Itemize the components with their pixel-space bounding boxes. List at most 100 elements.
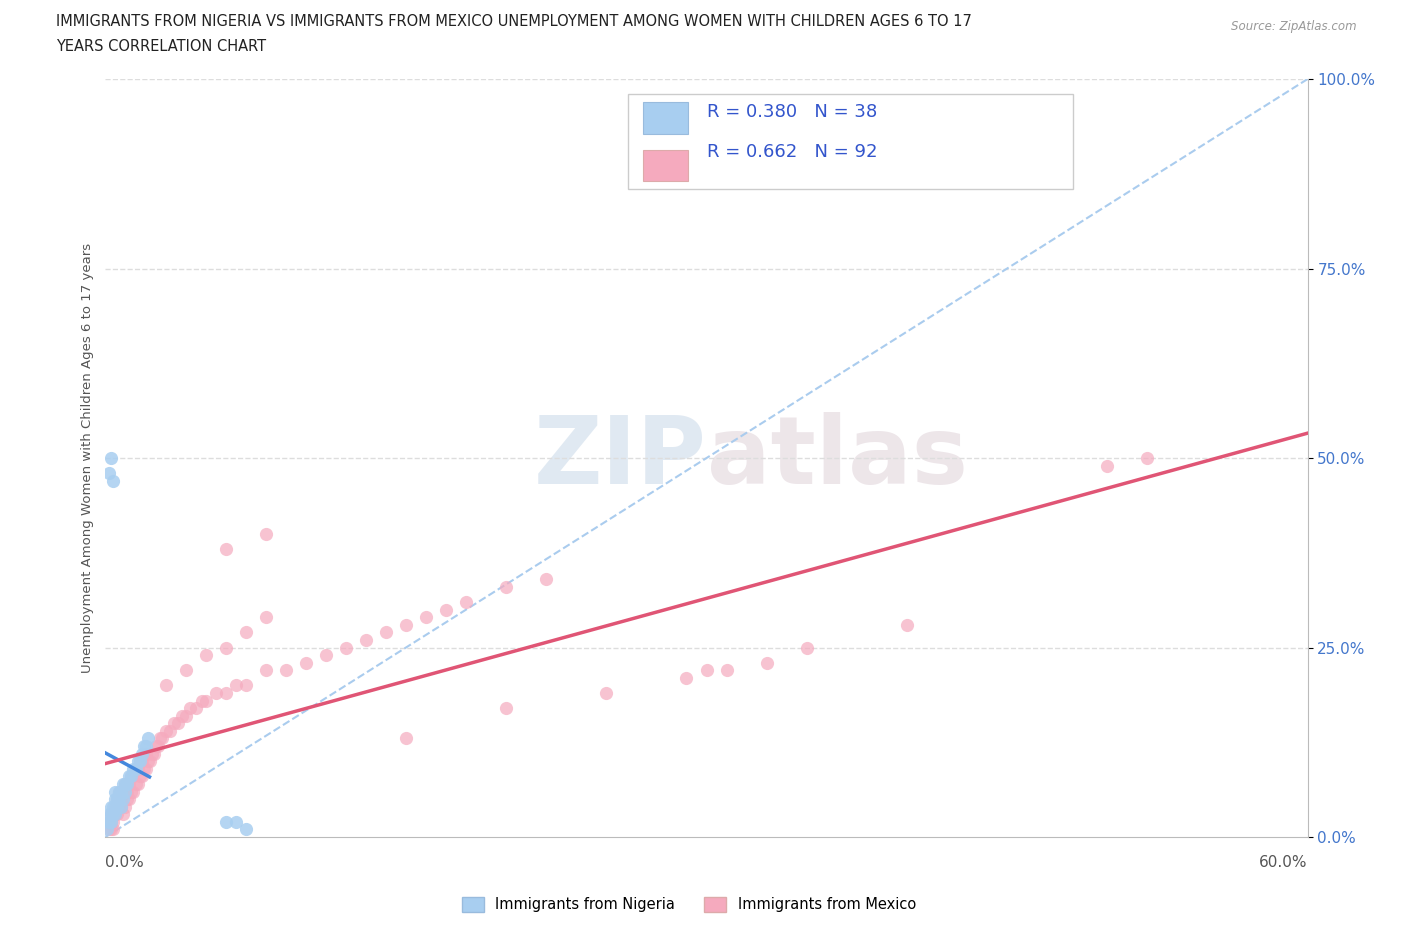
Point bbox=[138, 753, 160, 768]
Point bbox=[595, 685, 617, 700]
Point bbox=[155, 724, 177, 738]
Point bbox=[142, 746, 165, 761]
Point bbox=[755, 656, 778, 671]
Point bbox=[110, 799, 132, 814]
Point bbox=[98, 807, 121, 822]
Point bbox=[896, 618, 918, 632]
Point bbox=[135, 762, 157, 777]
Point bbox=[104, 799, 127, 814]
Point bbox=[122, 784, 145, 799]
Point bbox=[235, 678, 257, 693]
Point bbox=[235, 822, 257, 837]
Point bbox=[110, 784, 132, 799]
Legend: Immigrants from Nigeria, Immigrants from Mexico: Immigrants from Nigeria, Immigrants from… bbox=[456, 891, 922, 918]
Point bbox=[128, 753, 150, 768]
Text: atlas: atlas bbox=[707, 412, 967, 504]
Point bbox=[184, 700, 207, 715]
Point bbox=[135, 746, 157, 761]
Point bbox=[274, 663, 297, 678]
Point bbox=[118, 791, 141, 806]
Point bbox=[131, 746, 153, 761]
Point bbox=[335, 640, 357, 655]
Point bbox=[121, 769, 143, 784]
Point bbox=[104, 784, 127, 799]
Point bbox=[121, 784, 143, 799]
Point bbox=[100, 815, 122, 830]
Point bbox=[1097, 458, 1119, 473]
Point bbox=[135, 738, 157, 753]
Point bbox=[103, 815, 125, 830]
Point bbox=[107, 791, 129, 806]
Point bbox=[96, 822, 118, 837]
Point bbox=[98, 815, 121, 830]
Point bbox=[395, 731, 418, 746]
Point bbox=[131, 769, 153, 784]
Point bbox=[108, 784, 131, 799]
Point bbox=[108, 784, 131, 799]
Point bbox=[204, 685, 226, 700]
Point bbox=[121, 769, 143, 784]
Text: Source: ZipAtlas.com: Source: ZipAtlas.com bbox=[1232, 20, 1357, 33]
Point bbox=[114, 799, 136, 814]
Point bbox=[495, 700, 517, 715]
Point bbox=[107, 791, 129, 806]
Point bbox=[128, 769, 150, 784]
Point bbox=[315, 647, 337, 662]
Point bbox=[118, 777, 141, 791]
Point bbox=[127, 753, 149, 768]
Point bbox=[675, 671, 697, 685]
Text: YEARS CORRELATION CHART: YEARS CORRELATION CHART bbox=[56, 39, 266, 54]
Point bbox=[214, 541, 236, 556]
Point bbox=[114, 784, 136, 799]
Point bbox=[103, 473, 125, 488]
Point bbox=[145, 738, 167, 753]
Point bbox=[194, 693, 217, 708]
Text: ZIP: ZIP bbox=[534, 412, 707, 504]
Point bbox=[225, 678, 247, 693]
Point bbox=[124, 777, 146, 791]
Point bbox=[98, 466, 121, 481]
Point bbox=[131, 753, 153, 768]
Point bbox=[148, 731, 170, 746]
Point bbox=[114, 777, 136, 791]
Point bbox=[214, 685, 236, 700]
Point bbox=[141, 746, 163, 761]
Point bbox=[146, 738, 169, 753]
Point bbox=[104, 807, 127, 822]
Point bbox=[100, 815, 122, 830]
Point bbox=[254, 610, 277, 625]
Point bbox=[150, 731, 173, 746]
Point bbox=[190, 693, 212, 708]
Point bbox=[98, 822, 121, 837]
Point bbox=[225, 815, 247, 830]
Point bbox=[124, 762, 146, 777]
Point bbox=[104, 807, 127, 822]
Point bbox=[796, 640, 818, 655]
Point bbox=[108, 791, 131, 806]
Point bbox=[100, 807, 122, 822]
Point bbox=[100, 807, 122, 822]
Point bbox=[170, 709, 193, 724]
Text: 0.0%: 0.0% bbox=[105, 855, 145, 870]
Point bbox=[214, 640, 236, 655]
Text: R = 0.662   N = 92: R = 0.662 N = 92 bbox=[707, 143, 877, 161]
Point bbox=[132, 762, 155, 777]
Point bbox=[254, 663, 277, 678]
Point bbox=[112, 777, 135, 791]
Point bbox=[395, 618, 418, 632]
Point bbox=[112, 791, 135, 806]
Point bbox=[159, 724, 181, 738]
Text: IMMIGRANTS FROM NIGERIA VS IMMIGRANTS FROM MEXICO UNEMPLOYMENT AMONG WOMEN WITH : IMMIGRANTS FROM NIGERIA VS IMMIGRANTS FR… bbox=[56, 14, 972, 29]
Point bbox=[117, 784, 139, 799]
Text: 60.0%: 60.0% bbox=[1260, 855, 1308, 870]
Point bbox=[434, 603, 457, 618]
FancyBboxPatch shape bbox=[643, 150, 689, 181]
Point bbox=[214, 815, 236, 830]
Point bbox=[100, 799, 122, 814]
Point bbox=[415, 610, 437, 625]
Point bbox=[534, 572, 557, 587]
Point bbox=[716, 663, 738, 678]
Point bbox=[107, 799, 129, 814]
Point bbox=[110, 799, 132, 814]
Point bbox=[122, 769, 145, 784]
